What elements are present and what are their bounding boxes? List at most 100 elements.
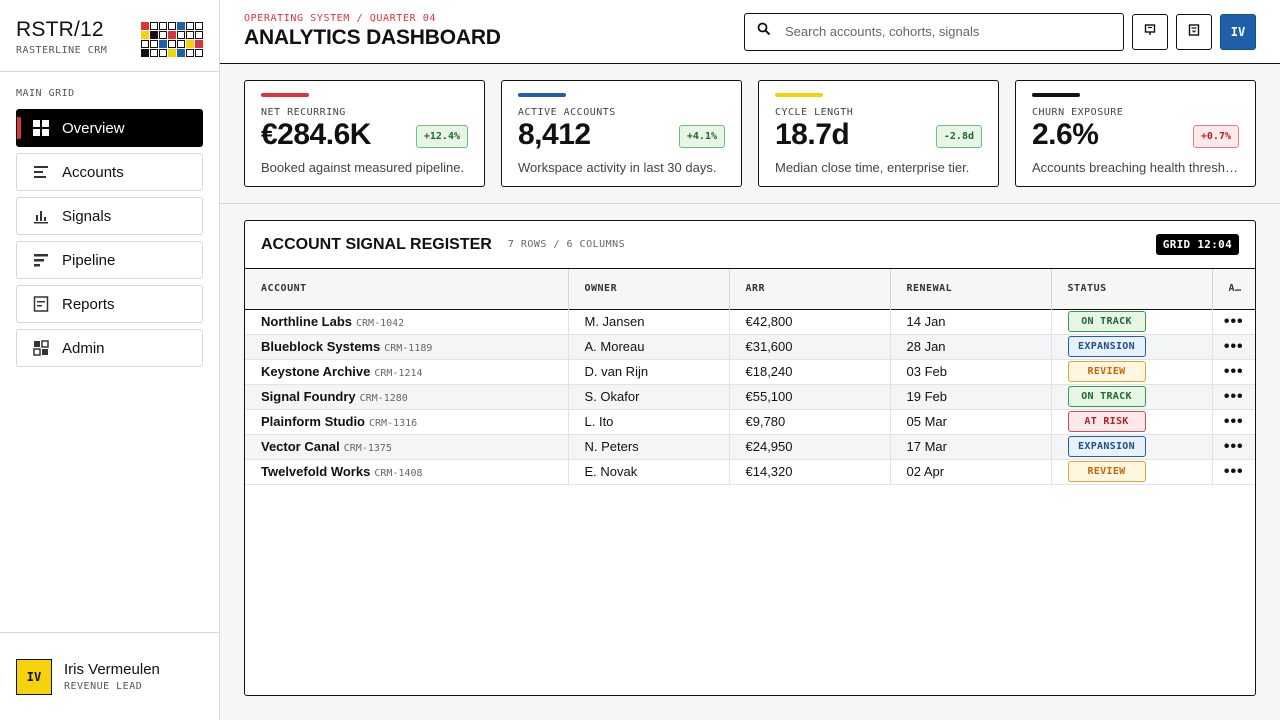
kpi-accent-bar <box>775 93 823 97</box>
account-name[interactable]: Plainform Studio <box>261 414 365 429</box>
account-name[interactable]: Keystone Archive <box>261 364 371 379</box>
status-badge: AT RISK <box>1067 411 1146 432</box>
cell-renewal: 19 Feb <box>890 384 1052 409</box>
bar-chart-icon <box>33 208 49 224</box>
kpi-card-churn-exposure[interactable]: CHURN EXPOSURE 2.6% +0.7% Accounts breac… <box>1015 80 1256 187</box>
column-header-actions[interactable]: A… <box>1228 283 1242 295</box>
status-badge: EXPANSION <box>1067 336 1146 357</box>
kpi-delta-badge: -2.8d <box>935 125 982 148</box>
status-badge: EXPANSION <box>1067 436 1146 457</box>
export-button[interactable] <box>1176 13 1212 50</box>
sidebar: RSTR/12 RASTERLINE CRM MAIN GRID Overvie… <box>0 0 220 720</box>
kpi-accent-bar <box>518 93 566 97</box>
kpi-note: Median close time, enterprise tier. <box>775 160 970 175</box>
account-name[interactable]: Signal Foundry <box>261 389 356 404</box>
cell-arr: €55,100 <box>729 384 891 409</box>
kpi-value: 2.6% <box>1032 118 1099 151</box>
kpi-value: 18.7d <box>775 118 850 151</box>
cell-renewal: 17 Mar <box>890 434 1052 459</box>
cell-renewal: 02 Apr <box>890 459 1052 484</box>
account-signal-register: ACCOUNT SIGNAL REGISTER 7 ROWS / 6 COLUM… <box>244 220 1256 696</box>
cell-account: Vector Canal CRM-1375 <box>245 434 569 459</box>
breadcrumb: OPERATING SYSTEM / QUARTER 04 <box>244 13 436 24</box>
sidebar-item-reports[interactable]: Reports <box>16 285 203 323</box>
cell-renewal: 05 Mar <box>890 409 1052 434</box>
account-avatar-button[interactable]: IV <box>1220 13 1256 50</box>
column-header-account[interactable]: ACCOUNT <box>245 269 569 309</box>
table-header-row: ACCOUNT OWNER ARR RENEWAL STATUS A… <box>245 269 1255 309</box>
row-actions-more-icon[interactable]: ••• <box>1223 312 1244 330</box>
sidebar-item-admin[interactable]: Admin <box>16 329 203 367</box>
accounts-table: ACCOUNT OWNER ARR RENEWAL STATUS A… Nort… <box>245 269 1255 485</box>
cell-owner: N. Peters <box>568 434 730 459</box>
table-row[interactable]: Vector Canal CRM-1375 N. Peters €24,950 17 M… <box>245 434 1255 459</box>
account-name[interactable]: Twelvefold Works <box>261 464 371 479</box>
table-row[interactable]: Signal Foundry CRM-1280 S. Okafor €55,100 19… <box>245 384 1255 409</box>
panel-meta: 7 ROWS / 6 COLUMNS <box>507 239 626 250</box>
sidebar-item-label: Admin <box>62 339 105 357</box>
table-body: Northline Labs CRM-1042 M. Jansen €42,800 14… <box>245 309 1255 484</box>
user-profile[interactable]: IV Iris Vermeulen REVENUE LEAD <box>0 632 219 720</box>
row-actions-more-icon[interactable]: ••• <box>1223 437 1244 455</box>
title-block: OPERATING SYSTEM / QUARTER 04 ANALYTICS … <box>244 13 501 50</box>
account-name[interactable]: Blueblock Systems <box>261 339 381 354</box>
panel-header: ACCOUNT SIGNAL REGISTER 7 ROWS / 6 COLUM… <box>245 221 1255 269</box>
search-box[interactable] <box>744 12 1124 51</box>
column-header-renewal[interactable]: RENEWAL <box>890 269 1052 309</box>
kpi-strip: NET RECURRING €284.6K +12.4% Booked agai… <box>220 64 1280 204</box>
row-actions-more-icon[interactable]: ••• <box>1223 412 1244 430</box>
grid-time-badge: GRID 12:04 <box>1155 234 1239 255</box>
column-header-owner[interactable]: OWNER <box>568 269 730 309</box>
pipeline-icon <box>33 252 49 268</box>
table-row[interactable]: Twelvefold Works CRM-1408 E. Novak €14,320 0… <box>245 459 1255 484</box>
cell-account: Twelvefold Works CRM-1408 <box>245 459 569 484</box>
list-icon <box>33 164 49 180</box>
cell-account: Signal Foundry CRM-1280 <box>245 384 569 409</box>
sidebar-item-signals[interactable]: Signals <box>16 197 203 235</box>
sidebar-item-overview[interactable]: Overview <box>16 109 203 147</box>
avatar: IV <box>16 658 52 695</box>
cell-owner: S. Okafor <box>568 384 730 409</box>
cell-status: AT RISK <box>1051 409 1213 434</box>
cell-owner: A. Moreau <box>568 334 730 359</box>
cell-arr: €14,320 <box>729 459 891 484</box>
message-icon <box>1144 23 1156 41</box>
kpi-label: CHURN EXPOSURE <box>1032 107 1124 118</box>
kpi-label: CYCLE LENGTH <box>775 107 854 118</box>
cell-account: Northline Labs CRM-1042 <box>245 309 569 334</box>
column-header-status[interactable]: STATUS <box>1051 269 1213 309</box>
column-header-arr[interactable]: ARR <box>729 269 891 309</box>
brand-subtitle: RASTERLINE CRM <box>16 45 108 56</box>
cell-owner: L. Ito <box>568 409 730 434</box>
cell-arr: €31,600 <box>729 334 891 359</box>
kpi-card-active-accounts[interactable]: ACTIVE ACCOUNTS 8,412 +4.1% Workspace ac… <box>501 80 742 187</box>
kpi-card-cycle-length[interactable]: CYCLE LENGTH 18.7d -2.8d Median close ti… <box>758 80 999 187</box>
grid-icon <box>33 120 49 136</box>
table-row[interactable]: Plainform Studio CRM-1316 L. Ito €9,780 05 M… <box>245 409 1255 434</box>
row-actions-more-icon[interactable]: ••• <box>1223 362 1244 380</box>
cell-owner: E. Novak <box>568 459 730 484</box>
table-row[interactable]: Keystone Archive CRM-1214 D. van Rijn €18,2… <box>245 359 1255 384</box>
kpi-note: Accounts breaching health thresh… <box>1032 160 1238 175</box>
brand-title: RSTR/12 <box>16 18 104 41</box>
table-row[interactable]: Blueblock Systems CRM-1189 A. Moreau €31,60… <box>245 334 1255 359</box>
user-name: Iris Vermeulen <box>64 661 160 678</box>
nav-section-label: MAIN GRID <box>16 88 75 99</box>
row-actions-more-icon[interactable]: ••• <box>1223 387 1244 405</box>
cell-account: Blueblock Systems CRM-1189 <box>245 334 569 359</box>
kpi-accent-bar <box>261 93 309 97</box>
search-input[interactable] <box>785 24 1105 39</box>
kpi-note: Workspace activity in last 30 days. <box>518 160 717 175</box>
table-row[interactable]: Northline Labs CRM-1042 M. Jansen €42,800 14… <box>245 309 1255 334</box>
account-name[interactable]: Vector Canal <box>261 439 340 454</box>
admin-icon <box>33 340 49 356</box>
row-actions-more-icon[interactable]: ••• <box>1223 462 1244 480</box>
cell-arr: €42,800 <box>729 309 891 334</box>
row-actions-more-icon[interactable]: ••• <box>1223 337 1244 355</box>
kpi-card-net-recurring[interactable]: NET RECURRING €284.6K +12.4% Booked agai… <box>244 80 485 187</box>
account-name[interactable]: Northline Labs <box>261 314 353 329</box>
sidebar-item-accounts[interactable]: Accounts <box>16 153 203 191</box>
messages-button[interactable] <box>1132 13 1168 50</box>
sidebar-item-pipeline[interactable]: Pipeline <box>16 241 203 279</box>
